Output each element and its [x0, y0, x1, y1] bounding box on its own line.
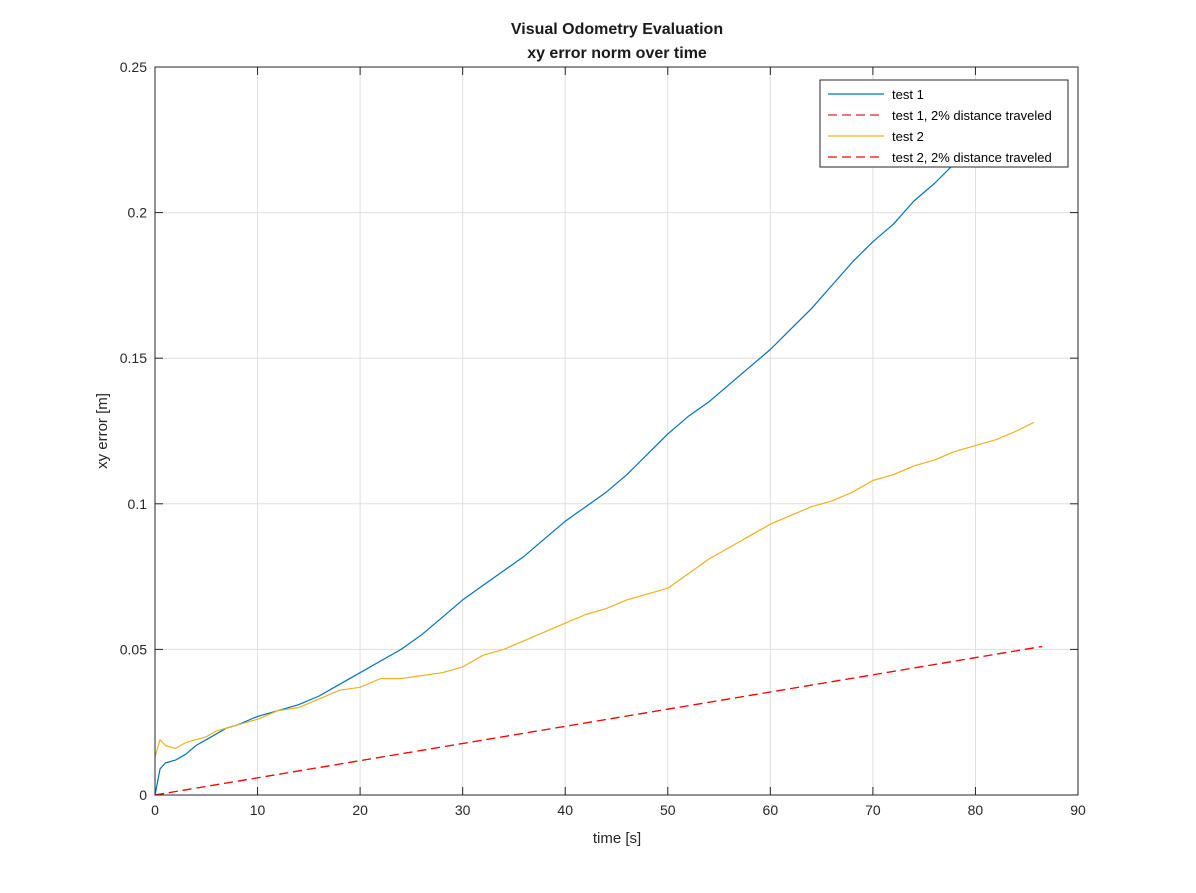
y-tick-label: 0.1	[128, 496, 148, 512]
series-line-1	[154, 148, 969, 796]
chart-subtitle: xy error norm over time	[527, 45, 707, 62]
y-tick-label: 0.15	[120, 350, 147, 366]
x-tick-label: 50	[660, 802, 676, 818]
x-tick-label: 0	[151, 802, 159, 818]
series-layer	[154, 148, 1043, 796]
legend-label-4: test 2, 2% distance traveled	[892, 150, 1052, 165]
series-line-4	[154, 645, 1043, 796]
y-tick-label: 0.25	[120, 59, 147, 75]
axis-ticks: 0 10 20 30 40 50 60 70 80 90 0 0.05 0.1 0.15 0.2 0.25	[120, 59, 1086, 818]
y-tick-label: 0.2	[128, 205, 148, 221]
y-tick-label: 0.05	[120, 641, 147, 657]
y-tick-label: 0	[139, 787, 147, 803]
x-tick-label: 70	[865, 802, 881, 818]
x-tick-label: 80	[968, 802, 984, 818]
x-tick-label: 30	[455, 802, 471, 818]
grid	[154, 66, 1079, 796]
series-line-3	[154, 421, 1035, 758]
x-tick-label: 10	[250, 802, 266, 818]
x-tick-label: 90	[1070, 802, 1086, 818]
legend-label-1: test 1	[892, 87, 924, 102]
y-axis-label: xy error [m]	[94, 393, 111, 469]
x-tick-label: 60	[763, 802, 779, 818]
legend: test 1 test 1, 2% distance traveled test 2…	[819, 79, 1069, 168]
plot-frame	[154, 66, 1079, 796]
legend-label-2: test 1, 2% distance traveled	[892, 108, 1052, 123]
x-tick-label: 20	[352, 802, 368, 818]
chart-title: Visual Odometry Evaluation	[511, 21, 723, 38]
x-axis-label: time [s]	[593, 830, 641, 847]
legend-label-3: test 2	[892, 129, 924, 144]
x-tick-label: 40	[557, 802, 573, 818]
